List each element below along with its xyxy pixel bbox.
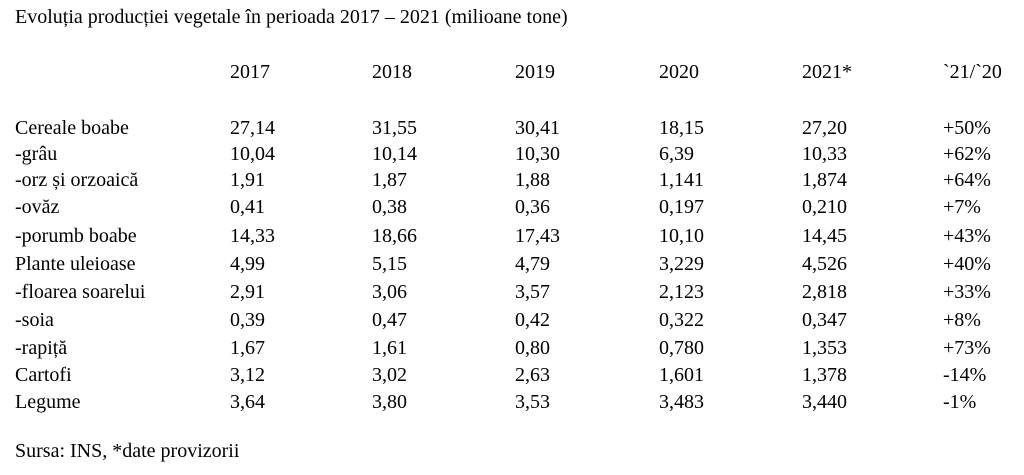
table-title: Evoluția producției vegetale în perioada…	[15, 6, 568, 28]
table-cell: 18,15	[659, 117, 704, 139]
table-cell: 1,61	[372, 337, 407, 359]
table-cell: +73%	[943, 337, 991, 359]
row-label: -ovăz	[15, 196, 60, 218]
table-cell: 10,04	[230, 143, 275, 165]
table-cell: 18,66	[372, 225, 417, 247]
table-cell: +50%	[943, 117, 991, 139]
table-row: -rapiță 1,67 1,61 0,80 0,780 1,353 +73%	[0, 335, 1024, 361]
table-cell: 0,322	[659, 309, 704, 331]
row-label: -soia	[15, 309, 54, 331]
table-cell: +7%	[943, 196, 981, 218]
table-row: -soia 0,39 0,47 0,42 0,322 0,347 +8%	[0, 307, 1024, 333]
row-label: -porumb boabe	[15, 225, 137, 247]
table-cell: +33%	[943, 281, 991, 303]
table-cell: 3,80	[372, 391, 407, 413]
column-header-2021: 2021*	[802, 61, 852, 83]
table-cell: 14,45	[802, 225, 847, 247]
table-cell: 27,20	[802, 117, 847, 139]
table-cell: 3,53	[515, 391, 550, 413]
row-label: Cereale boabe	[15, 117, 129, 139]
table-cell: 1,87	[372, 169, 407, 191]
table-cell: 10,33	[802, 143, 847, 165]
table-row: Cereale boabe 27,14 31,55 30,41 18,15 27…	[0, 115, 1024, 141]
table-cell: +62%	[943, 143, 991, 165]
table-cell: 3,06	[372, 281, 407, 303]
table-cell: 3,440	[802, 391, 847, 413]
table-row: -floarea soarelui 2,91 3,06 3,57 2,123 2…	[0, 279, 1024, 305]
column-header-2020: 2020	[659, 61, 699, 83]
table-cell: 1,378	[802, 364, 847, 386]
table-cell: 31,55	[372, 117, 417, 139]
table-cell: 3,12	[230, 364, 265, 386]
table-row: -porumb boabe 14,33 18,66 17,43 10,10 14…	[0, 223, 1024, 249]
table-cell: 0,80	[515, 337, 550, 359]
row-label: -grâu	[15, 143, 58, 165]
table-cell: 1,353	[802, 337, 847, 359]
table-cell: 1,874	[802, 169, 847, 191]
table-cell: 0,38	[372, 196, 407, 218]
table-cell: 0,197	[659, 196, 704, 218]
table-cell: 10,30	[515, 143, 560, 165]
table-cell: 1,601	[659, 364, 704, 386]
table-cell: 3,64	[230, 391, 265, 413]
row-label: -floarea soarelui	[15, 281, 146, 303]
table-cell: 17,43	[515, 225, 560, 247]
table-cell: 14,33	[230, 225, 275, 247]
table-cell: 27,14	[230, 117, 275, 139]
table-cell: 3,229	[659, 253, 704, 275]
table-cell: 6,39	[659, 143, 694, 165]
table-cell: 3,483	[659, 391, 704, 413]
table-cell: +64%	[943, 169, 991, 191]
table-row: -ovăz 0,41 0,38 0,36 0,197 0,210 +7%	[0, 194, 1024, 220]
table-cell: 0,42	[515, 309, 550, 331]
table-cell: 5,15	[372, 253, 407, 275]
row-label: Legume	[15, 391, 81, 413]
table-cell: 4,99	[230, 253, 265, 275]
table-cell: 0,347	[802, 309, 847, 331]
header-row: 2017 2018 2019 2020 2021* `21/`20	[0, 59, 1024, 85]
table-cell: 2,123	[659, 281, 704, 303]
table-cell: +8%	[943, 309, 981, 331]
table-row: -orz și orzoaică 1,91 1,87 1,88 1,141 1,…	[0, 167, 1024, 193]
table-cell: 2,818	[802, 281, 847, 303]
table-cell: 2,63	[515, 364, 550, 386]
row-label: Cartofi	[15, 364, 72, 386]
table-cell: -14%	[943, 364, 987, 386]
column-header-2018: 2018	[372, 61, 412, 83]
table-row: Legume 3,64 3,80 3,53 3,483 3,440 -1%	[0, 389, 1024, 415]
table-cell: 0,41	[230, 196, 265, 218]
table-cell: 0,36	[515, 196, 550, 218]
table-cell: 10,10	[659, 225, 704, 247]
table-cell: 4,526	[802, 253, 847, 275]
table-cell: 4,79	[515, 253, 550, 275]
row-label: -orz și orzoaică	[15, 169, 139, 191]
table-cell: 3,57	[515, 281, 550, 303]
table-cell: 1,91	[230, 169, 265, 191]
table-cell: -1%	[943, 391, 977, 413]
table-cell: +40%	[943, 253, 991, 275]
table-cell: 1,67	[230, 337, 265, 359]
table-cell: 0,47	[372, 309, 407, 331]
table-cell: 1,141	[659, 169, 704, 191]
source-note: Sursa: INS, *date provizorii	[15, 440, 240, 462]
table-row: Plante uleioase 4,99 5,15 4,79 3,229 4,5…	[0, 251, 1024, 277]
table-cell: +43%	[943, 225, 991, 247]
table-row: -grâu 10,04 10,14 10,30 6,39 10,33 +62%	[0, 141, 1024, 167]
table-cell: 30,41	[515, 117, 560, 139]
table-cell: 10,14	[372, 143, 417, 165]
table-cell: 2,91	[230, 281, 265, 303]
table-row: Cartofi 3,12 3,02 2,63 1,601 1,378 -14%	[0, 362, 1024, 388]
column-header-change: `21/`20	[943, 61, 1002, 83]
row-label: -rapiță	[15, 337, 68, 359]
table-cell: 0,39	[230, 309, 265, 331]
table-cell: 1,88	[515, 169, 550, 191]
column-header-2019: 2019	[515, 61, 555, 83]
column-header-2017: 2017	[230, 61, 270, 83]
table-cell: 3,02	[372, 364, 407, 386]
table-cell: 0,780	[659, 337, 704, 359]
table-cell: 0,210	[802, 196, 847, 218]
row-label: Plante uleioase	[15, 253, 136, 275]
